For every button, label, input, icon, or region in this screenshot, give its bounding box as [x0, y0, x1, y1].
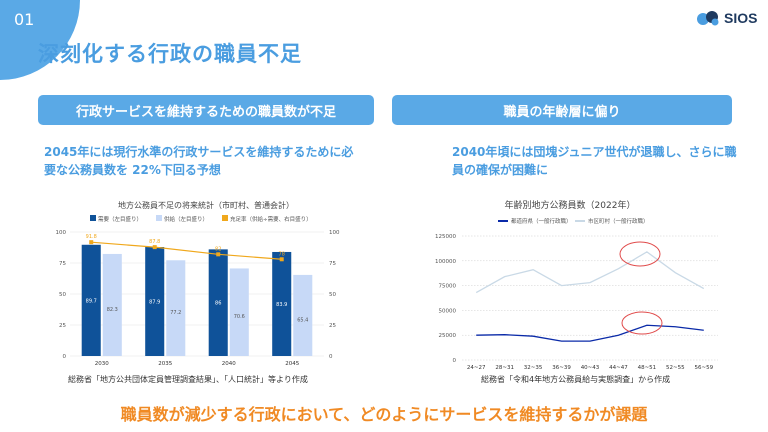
chart2-ytick: 50000 [439, 308, 457, 314]
chart1-bar-supply [229, 268, 249, 356]
chart1-rate-point [89, 240, 94, 245]
chart1-xtick: 2035 [158, 361, 172, 367]
chart2-ytick: 75000 [439, 284, 457, 290]
chart1-label-demand: 89.7 [86, 298, 97, 304]
logo: SIOS [696, 10, 757, 26]
chart1-legend-supply: 供給（左目盛り） [164, 215, 208, 223]
chart1-label-supply: 82.3 [107, 307, 118, 313]
chart2-ytick: 0 [453, 358, 457, 364]
chart1-ytick-left: 100 [56, 230, 67, 236]
chart2-xtick: 36~39 [552, 365, 571, 371]
sios-logo-icon [697, 11, 719, 26]
chart1-legend: 需要（左目盛り） 供給（左目盛り） 充足率（供給÷需要、右目盛り） [90, 215, 312, 223]
highlight-ellipse-muni [619, 241, 661, 267]
chart1-rate-line: 91.8 87.8 82 78 [86, 234, 285, 262]
chart1-bar-demand [81, 244, 101, 356]
chart1-label-demand: 87.9 [149, 300, 160, 306]
chart2-title: 年齢別地方公務員数（2022年） [505, 199, 636, 211]
chart2-line-muni [475, 251, 705, 294]
chart2-ytick: 25000 [439, 333, 457, 339]
chart1-rate-label: 87.8 [149, 239, 160, 245]
chart1-bar-demand [208, 249, 228, 356]
chart1-bar-demand [145, 247, 165, 356]
page-title: 深刻化する行政の職員不足 [38, 42, 302, 66]
chart1-xtick: 2040 [222, 361, 236, 367]
left-section-banner: 行政サービスを維持するための職員数が不足 [38, 95, 374, 125]
chart1-rate-point [216, 252, 221, 257]
chart1-legend-demand: 需要（左目盛り） [98, 215, 142, 223]
chart1-legend-swatch-rate [222, 215, 228, 221]
highlight-ellipse-pref [621, 311, 663, 335]
right-lead-text: 2040年頃には団塊ジュニア世代が退職し、さらに職員の確保が困難に [452, 145, 737, 177]
chart1-legend-swatch-supply [156, 215, 162, 221]
chart1-ytick-right: 75 [329, 261, 336, 267]
chart1-bar-supply [166, 260, 186, 356]
chart1-label-demand: 83.9 [276, 302, 287, 308]
chart1-title: 地方公務員不足の将来統計（市町村、普通会計） [118, 200, 294, 210]
chart1-ytick-right: 0 [329, 354, 333, 360]
chart1-bar-demand [272, 251, 292, 356]
chart1-rate-point [279, 257, 284, 262]
left-lead-text: 2045年には現行水準の行政サービスを維持するために必要な公務員数を 22%下回… [44, 145, 354, 177]
chart1-rate-label: 78 [279, 251, 285, 257]
chart2-xtick: 28~31 [495, 365, 514, 371]
right-section-banner: 職員の年齢層に偏り [392, 95, 732, 125]
chart1-legend-swatch-demand [90, 215, 96, 221]
corner-decoration [0, 0, 80, 80]
slide-number: 01 [14, 10, 35, 29]
conclusion-text: 職員数が減少する行政において、どのようにサービスを維持するかが課題 [120, 405, 648, 424]
chart2-legend: 都道府県（一般行政職） 市区町村（一般行政職） [498, 217, 649, 225]
chart1-rate-label: 91.8 [86, 234, 97, 240]
logo-text: SIOS [724, 10, 758, 26]
staff-shortage-chart: 地方公務員不足の将来統計（市町村、普通会計） 需要（左目盛り） 供給（左目盛り）… [56, 200, 340, 367]
age-distribution-chart: 年齢別地方公務員数（2022年） 都道府県（一般行政職） 市区町村（一般行政職）… [435, 199, 718, 371]
chart2-legend-muni: 市区町村（一般行政職） [588, 217, 649, 225]
chart2-xtick: 44~47 [609, 365, 628, 371]
right-source-note: 総務省「令和4年地方公務員給与実態調査」から作成 [481, 375, 671, 384]
chart2-xtick: 48~51 [638, 365, 657, 371]
chart2-ytick: 100000 [435, 259, 456, 265]
chart1-label-supply: 77.2 [170, 310, 181, 316]
chart1-ytick-left: 0 [63, 354, 67, 360]
chart1-legend-rate: 充足率（供給÷需要、右目盛り） [230, 215, 312, 223]
chart1-label-supply: 65.4 [297, 317, 308, 323]
chart1-xtick: 2030 [95, 361, 109, 367]
chart2-xtick: 52~55 [666, 365, 685, 371]
chart2-lines [475, 251, 705, 342]
chart2-xtick: 56~59 [694, 365, 713, 371]
chart2-line-pref [476, 324, 704, 342]
chart1-ytick-left: 75 [59, 261, 66, 267]
chart1-rate-polyline [91, 241, 282, 260]
chart2-axes: 0 25000 50000 75000 100000 125000 24~27 28~31 32… [435, 234, 718, 371]
chart1-ytick-right: 50 [329, 292, 336, 298]
chart1-rate-point [152, 245, 157, 250]
left-source-note: 総務省「地方公共団体定員管理調査結果」、「人口統計」等より作成 [68, 375, 308, 384]
chart1-label-demand: 86 [215, 301, 221, 307]
chart2-xtick: 40~43 [581, 365, 600, 371]
chart2-xtick: 32~35 [524, 365, 543, 371]
chart1-rate-label: 82 [215, 246, 221, 252]
chart1-ytick-left: 50 [59, 292, 66, 298]
chart1-ytick-left: 25 [59, 323, 66, 329]
chart2-ytick: 125000 [435, 234, 456, 240]
chart1-xtick: 2045 [285, 361, 299, 367]
chart1-ytick-right: 100 [329, 230, 340, 236]
chart2-xtick: 24~27 [467, 365, 486, 371]
chart1-ytick-right: 25 [329, 323, 336, 329]
chart2-legend-pref: 都道府県（一般行政職） [511, 217, 572, 225]
chart1-bars: 89.7 82.3 2030 87.9 77.2 2035 86 70.6 2040 83.9 65… [81, 244, 313, 367]
chart1-label-supply: 70.6 [234, 314, 245, 320]
chart1-bar-supply [293, 274, 313, 356]
chart1-bar-supply [102, 253, 122, 356]
